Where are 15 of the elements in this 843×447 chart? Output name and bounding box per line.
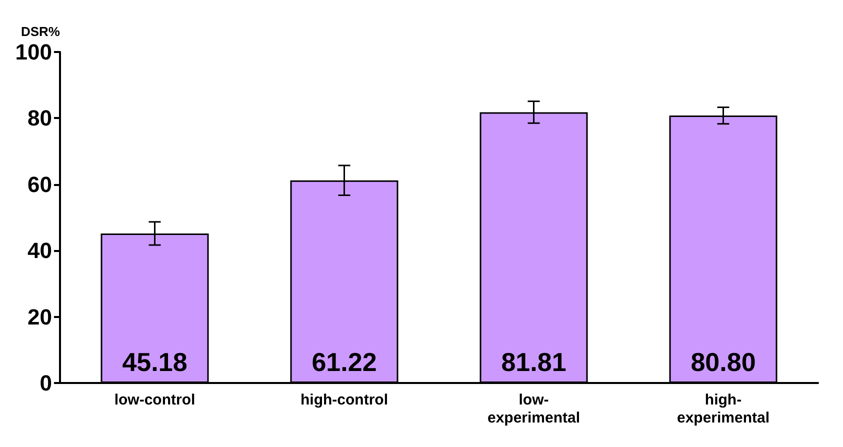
x-tick-label: high-experimental [676, 392, 770, 426]
y-tick-label: 40 [28, 238, 52, 264]
x-tick-label: low-experimental [487, 392, 580, 426]
data-label: 61.22 [312, 347, 377, 377]
data-label: 80.80 [690, 347, 756, 377]
data-label: 45.18 [122, 347, 188, 377]
y-tick-label: 100 [15, 40, 52, 64]
x-tick-label: low-control [114, 392, 196, 408]
y-axis-title: DSR% [20, 24, 60, 39]
y-tick-label: 0 [40, 370, 52, 396]
y-tick-label: 20 [28, 304, 52, 330]
y-tick-label: 80 [28, 106, 52, 131]
y-tick-label: 60 [28, 172, 52, 197]
x-tick-label: high-control [300, 392, 388, 408]
data-label: 81.81 [501, 347, 566, 377]
